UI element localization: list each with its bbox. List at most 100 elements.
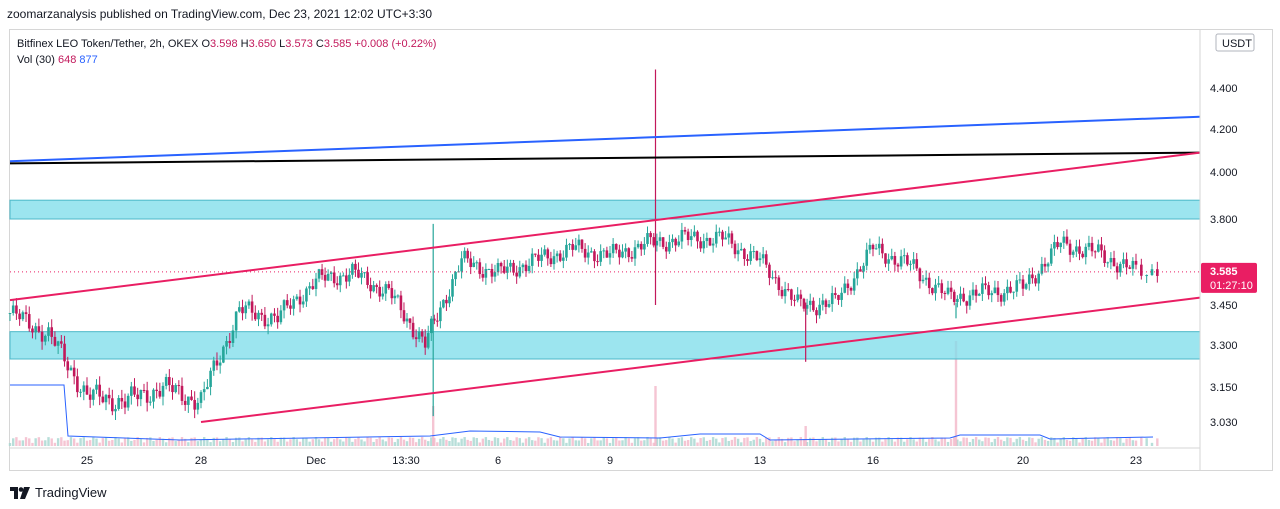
volume-bar (454, 437, 457, 446)
candle-body (956, 298, 959, 302)
volume-bar (624, 437, 627, 446)
volume-bar (1128, 437, 1131, 446)
zones (9, 199, 1201, 360)
volume-bar (621, 440, 624, 446)
candle-body (11, 305, 15, 313)
candle-body (1115, 266, 1119, 273)
candle-body (1125, 259, 1128, 268)
volume-bar (724, 437, 727, 446)
candle-body (859, 269, 862, 272)
volume-bar (196, 441, 200, 446)
candle-body (915, 259, 919, 269)
candle-body (372, 285, 375, 292)
volume-bar (266, 439, 270, 446)
candle-body (47, 327, 50, 336)
volume-bar (718, 442, 721, 446)
candle-body (85, 385, 89, 395)
legend-ohlc-row: Bitfinex LEO Token/Tether, 2h, OKEX O3.5… (17, 36, 436, 52)
candle-body (624, 248, 627, 252)
candle-body (225, 341, 228, 347)
volume-bar (943, 437, 947, 446)
volume-bar (524, 438, 528, 446)
volume-bar (802, 438, 806, 446)
candle-body (906, 255, 909, 265)
volume-bar (311, 439, 315, 446)
volume-bar (234, 437, 238, 446)
volume-bar (696, 442, 699, 446)
volume-bar (53, 442, 57, 446)
volume-bar (552, 440, 556, 446)
candle-body (761, 254, 765, 259)
candle-body (774, 277, 777, 279)
candle-body (136, 394, 139, 400)
candle-body (276, 315, 279, 323)
candle-body (301, 301, 305, 305)
volume-bar (206, 438, 209, 446)
volume-bar (940, 437, 943, 446)
candle-body (384, 284, 388, 294)
candle-body (420, 331, 424, 337)
candle-body (590, 251, 593, 253)
volume-bar (736, 438, 740, 446)
volume-bar (199, 439, 203, 446)
volume-bar (596, 440, 599, 446)
volume-bar (1109, 440, 1113, 446)
candle-body (708, 237, 712, 246)
volume-bar (730, 439, 734, 446)
candle-body (60, 341, 63, 344)
volume-bar (475, 437, 478, 446)
candle-body (266, 324, 270, 327)
candle-body (53, 336, 57, 346)
candle-body (530, 253, 534, 266)
candle-body (655, 240, 659, 246)
tradingview-brand[interactable]: TradingView (10, 485, 107, 500)
volume-bar (405, 441, 409, 446)
candle-body (805, 304, 809, 309)
candle-body (79, 391, 82, 393)
volume-bar (1106, 437, 1109, 446)
candle-body (702, 241, 706, 249)
candle-body (484, 269, 488, 278)
volume-bar (611, 438, 615, 446)
candle-body (338, 275, 342, 286)
candle-body (699, 241, 702, 249)
volume-bar (457, 442, 460, 446)
candle-body (1037, 273, 1040, 284)
volume-bar (1145, 438, 1148, 446)
volume-bar (238, 437, 241, 446)
candle-body (308, 286, 311, 289)
volume-bar (590, 438, 593, 446)
candle-body (101, 396, 105, 403)
candle-body (209, 370, 212, 387)
volume-bar (448, 441, 451, 446)
volume-bar (846, 439, 850, 446)
volume-bar (263, 441, 267, 446)
volume-bar (466, 439, 469, 446)
brand-label: TradingView (35, 485, 107, 500)
volume-bar (740, 442, 743, 446)
volume-bar (44, 440, 47, 446)
candle-body (736, 250, 740, 255)
candle-body (512, 262, 515, 273)
candle-body (326, 273, 330, 281)
candle-body (884, 253, 887, 264)
candle-body (257, 312, 260, 320)
volume-bar (171, 437, 174, 446)
volume-bar (50, 438, 53, 446)
candle-body (614, 243, 618, 250)
volume-bar (862, 439, 865, 446)
volume-bar (840, 439, 843, 446)
volume-bar (874, 437, 878, 446)
tradingview-logo-icon (10, 486, 30, 499)
candle-body (18, 313, 21, 320)
currency-label: USDT (1222, 38, 1252, 50)
candle-body (481, 274, 485, 278)
volume-bar (18, 440, 21, 446)
volume-bar (893, 441, 897, 446)
volume-bar (912, 439, 915, 446)
volume-bar (1084, 437, 1087, 446)
volume-bar (117, 438, 120, 446)
volume-bar (661, 440, 665, 446)
candle-body (8, 313, 12, 314)
